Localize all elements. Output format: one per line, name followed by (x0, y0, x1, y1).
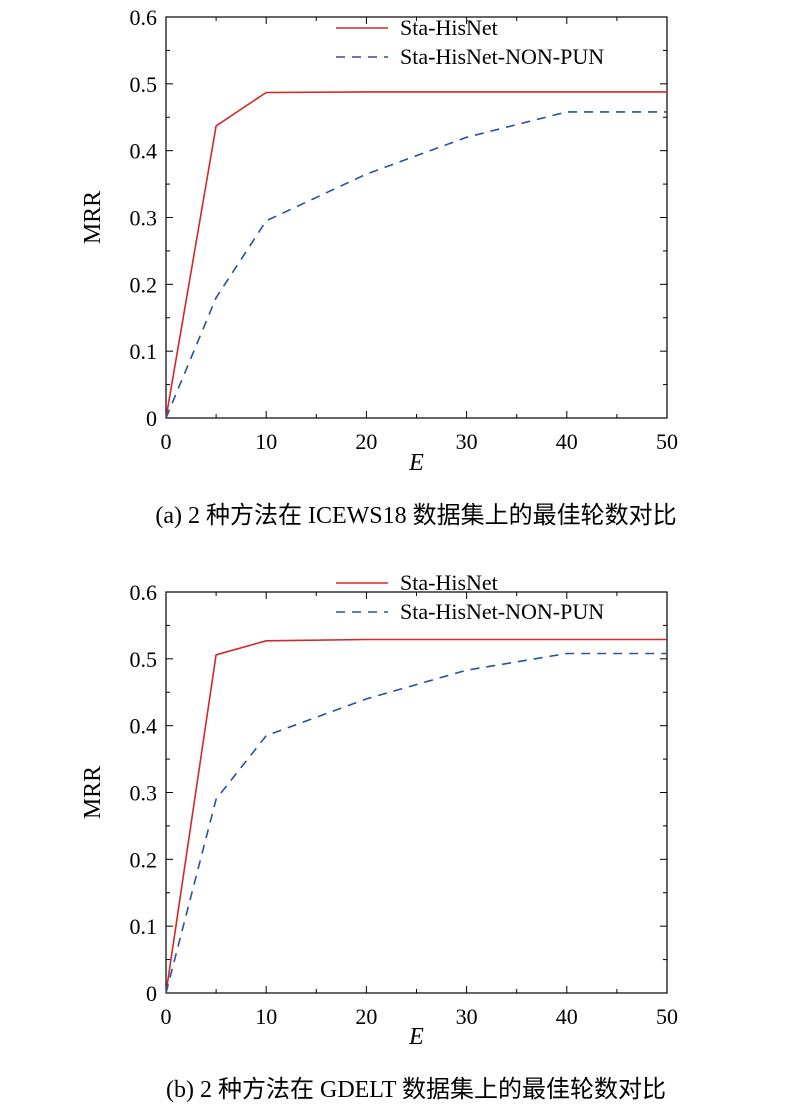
y-tick-label: 0 (146, 981, 157, 1006)
y-axis-label: MRR (80, 766, 106, 819)
x-axis-label: E (408, 450, 424, 476)
x-tick-label: 20 (355, 1004, 377, 1029)
y-tick-label: 0.6 (130, 580, 158, 605)
x-tick-label: 10 (255, 1004, 277, 1029)
y-tick-label: 0.5 (130, 72, 158, 97)
plot-frame (165, 591, 668, 994)
x-tick-label: 30 (456, 429, 478, 454)
plot-frame (165, 16, 668, 419)
legend-label-2: Sta-HisNet-NON-PUN (400, 44, 604, 69)
legend-label-1: Sta-HisNet (400, 15, 498, 40)
series-line-2 (165, 111, 667, 419)
y-tick-label: 0.2 (130, 847, 158, 872)
x-tick-label: 30 (456, 1004, 478, 1029)
y-tick-label: 0.1 (130, 339, 158, 364)
y-tick-label: 0.5 (130, 647, 158, 672)
x-tick-label: 10 (255, 429, 277, 454)
figure-caption: (b) 2 种方法在 GDELT 数据集上的最佳轮数对比 (166, 1076, 666, 1103)
x-tick-label: 50 (656, 429, 678, 454)
x-tick-label: 20 (355, 429, 377, 454)
chart-panel-1: 0 10 20 30 40 50 0 0.1 0.2 0.3 0.4 0.5 0.6 E MRR Sta-Hi… (80, 5, 678, 529)
y-tick-label: 0.4 (130, 714, 158, 739)
series-line-2 (165, 652, 667, 994)
y-tick-label: 0.4 (130, 139, 158, 164)
x-axis-label: E (408, 1024, 424, 1050)
y-tick-label: 0.6 (130, 5, 158, 30)
series-line-1 (165, 91, 667, 419)
y-tick-label: 0.3 (130, 206, 158, 231)
y-tick-label: 0 (146, 406, 157, 431)
y-tick-label: 0.1 (130, 914, 158, 939)
chart-panel-2: 0 10 20 30 40 50 0 0.1 0.2 0.3 0.4 0.5 0.6 E MRR Sta-Hi… (80, 570, 678, 1103)
x-tick-label: 0 (161, 1004, 172, 1029)
figure-caption: (a) 2 种方法在 ICEWS18 数据集上的最佳轮数对比 (155, 502, 676, 529)
series-line-1 (165, 638, 667, 994)
x-tick-label: 40 (556, 429, 578, 454)
x-tick-label: 40 (556, 1004, 578, 1029)
legend-label-2: Sta-HisNet-NON-PUN (400, 599, 604, 624)
x-tick-label: 50 (656, 1004, 678, 1029)
y-tick-label: 0.2 (130, 272, 158, 297)
legend-label-1: Sta-HisNet (400, 570, 498, 595)
y-tick-label: 0.3 (130, 781, 158, 806)
y-axis-label: MRR (80, 191, 106, 244)
x-tick-label: 0 (161, 429, 172, 454)
